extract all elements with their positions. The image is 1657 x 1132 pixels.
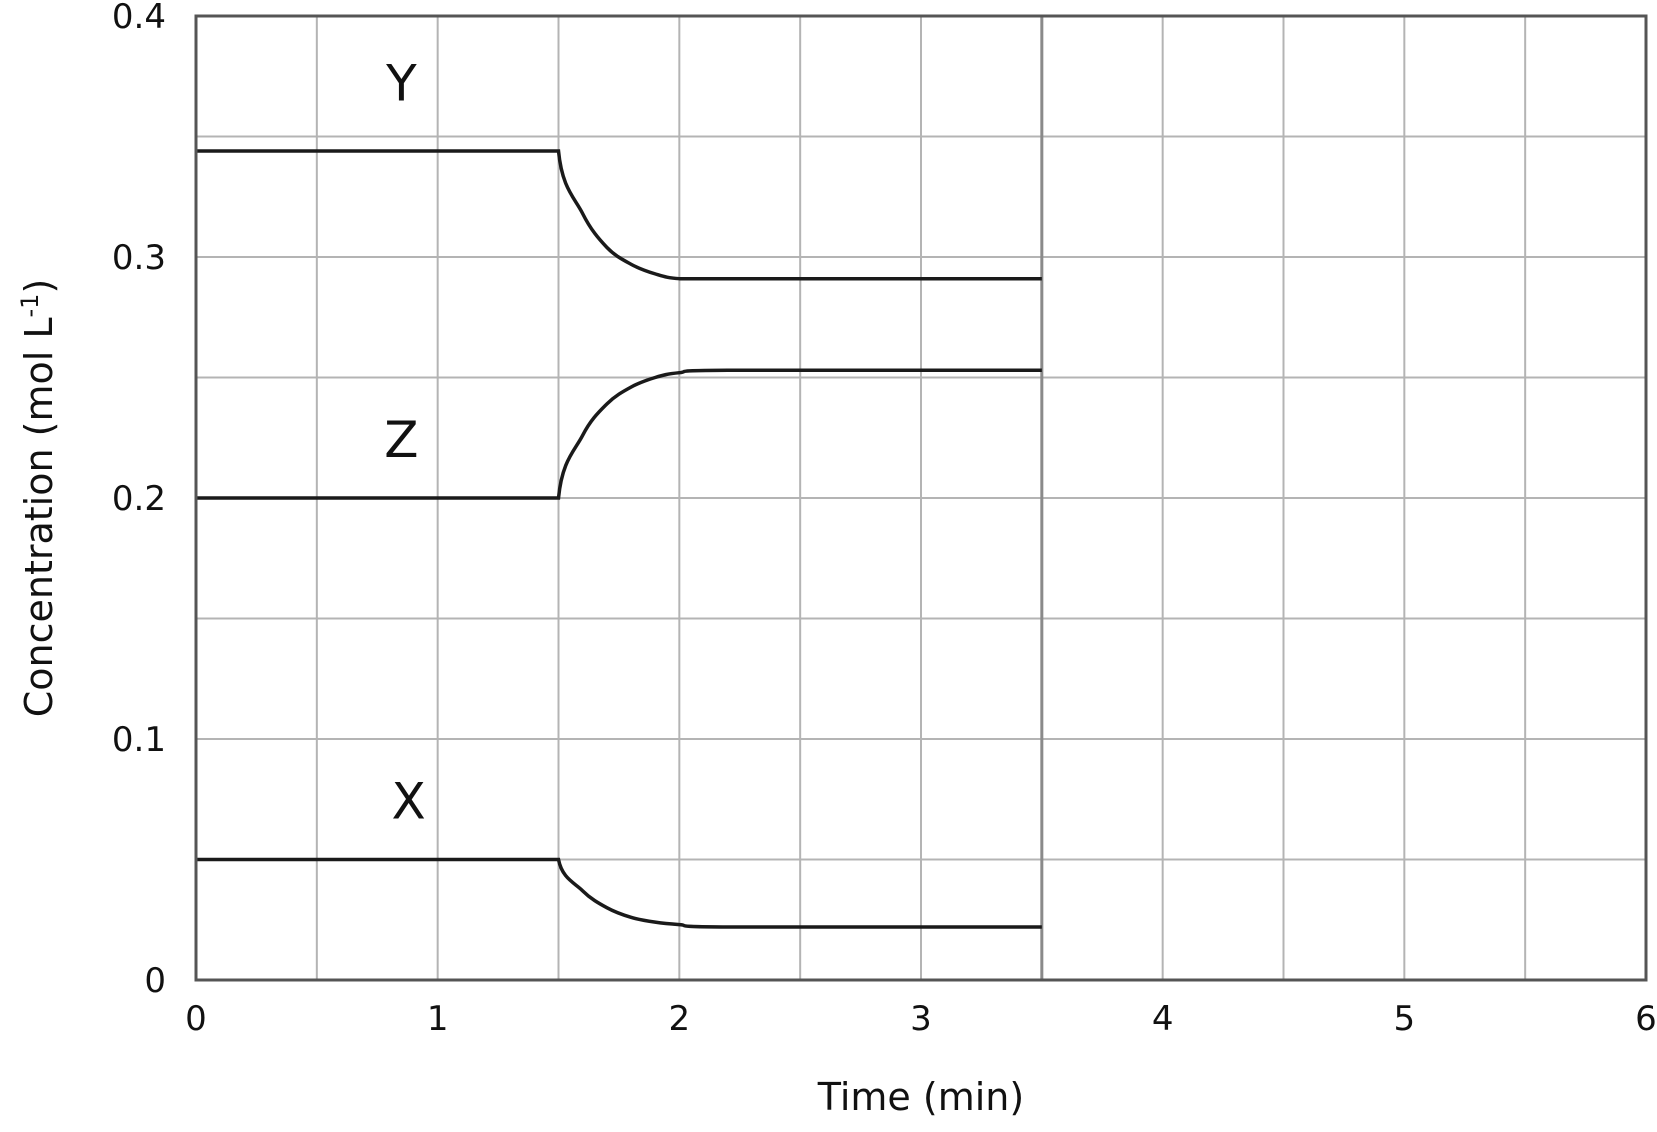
x-axis-title: Time (min) [817,1075,1024,1119]
series-line-x [196,857,1042,929]
y-tick-label: 0 [144,961,166,1001]
y-tick-label: 0.3 [112,238,166,278]
y-tick-label: 0.2 [112,479,166,519]
series-label-y: Y [385,54,417,112]
x-tick-labels: 0 1 2 3 4 5 6 [185,999,1657,1039]
x-tick-label: 2 [669,999,691,1039]
series-line-y [196,149,1042,281]
x-tick-label: 4 [1152,999,1174,1039]
x-tick-label: 1 [427,999,449,1039]
series-label-x: X [392,773,426,831]
y-axis-title: Concentration (mol L-1) [16,279,61,718]
series-group [196,149,1042,929]
x-tick-label: 3 [910,999,932,1039]
x-tick-label: 6 [1635,999,1657,1039]
series-labels: Y Z X [384,54,426,830]
series-label-z: Z [384,411,418,469]
y-axis-title-suffix: ) [17,279,61,294]
x-tick-label: 0 [185,999,207,1039]
y-axis-title-main: Concentration (mol L [17,317,61,717]
y-tick-label: 0.1 [112,720,166,760]
x-tick-label: 5 [1394,999,1416,1039]
y-axis-title-superscript: -1 [16,294,44,318]
series-line-z [196,368,1042,500]
y-tick-label: 0.4 [112,0,166,37]
plot-frame [194,14,1648,982]
y-tick-labels: 0 0.1 0.2 0.3 0.4 [112,0,166,1001]
